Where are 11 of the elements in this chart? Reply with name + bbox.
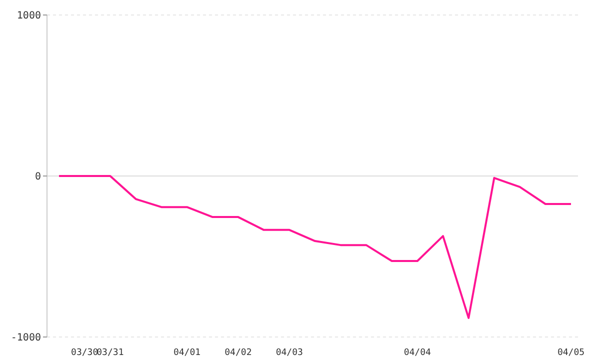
y-tick-label: -1000 (10, 332, 41, 344)
x-tick-label: 04/02 (224, 348, 252, 358)
x-tick-label: 04/04 (404, 348, 431, 358)
line-series (58, 175, 572, 319)
x-tick-label: 04/01 (173, 348, 201, 358)
y-tick-label: 1000 (16, 10, 41, 22)
x-tick-label: 04/05 (557, 348, 585, 358)
x-tick-label: 04/03 (276, 348, 303, 358)
x-tick-label: 03/31 (96, 348, 124, 358)
y-tick-label: 0 (34, 172, 41, 182)
x-tick-label: 03/30 (71, 348, 98, 358)
